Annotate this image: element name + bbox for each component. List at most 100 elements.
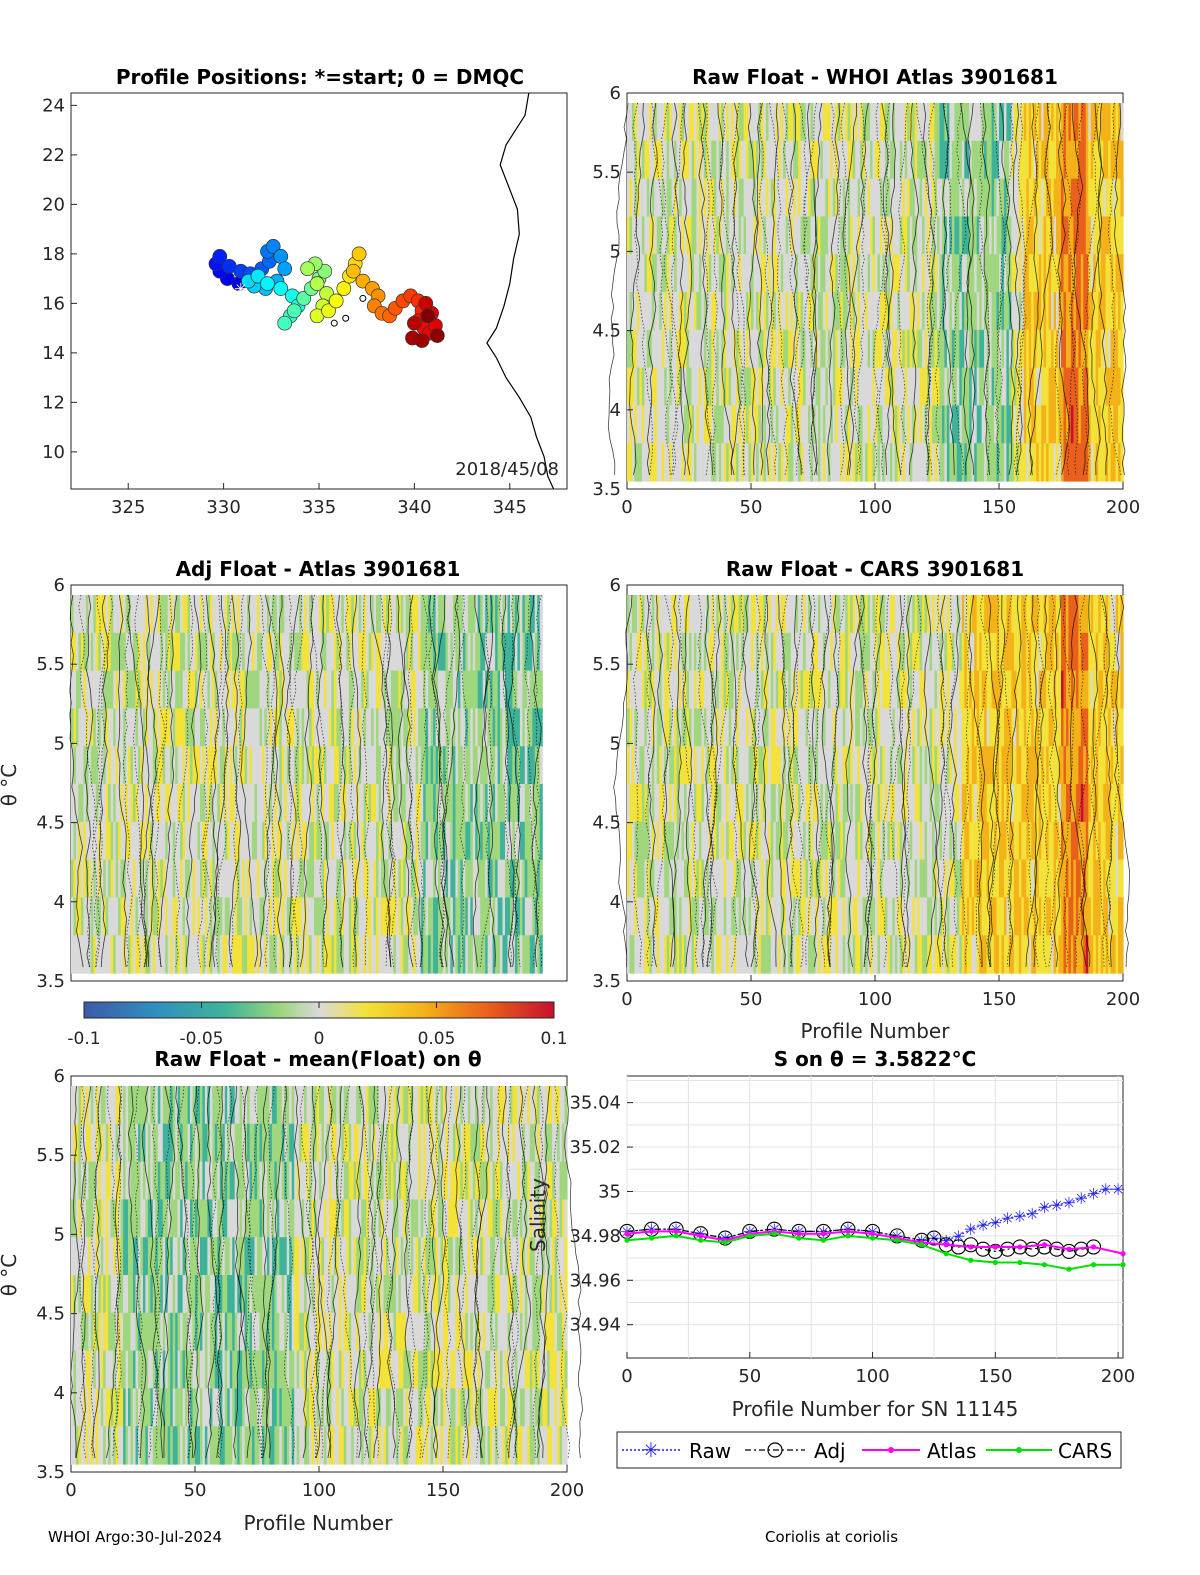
heatmap-cell — [204, 821, 208, 861]
heatmap-cell — [507, 897, 511, 936]
heatmap-cell — [309, 708, 313, 747]
heatmap-cell — [765, 103, 769, 142]
heatmap-cell — [229, 670, 233, 709]
heatmap-cell — [629, 292, 633, 331]
heatmap-cell — [964, 178, 968, 217]
heatmap-cell — [237, 746, 241, 785]
heatmap-cell — [656, 443, 660, 482]
heatmap-cell — [760, 292, 764, 331]
heatmap-cell — [152, 746, 156, 785]
heatmap-cell — [837, 103, 841, 142]
heatmap-cell — [1080, 329, 1084, 369]
heatmap-cell — [445, 821, 449, 861]
heatmap-cell — [257, 746, 261, 785]
heatmap-cell — [830, 216, 834, 255]
heatmap-cell — [115, 784, 119, 823]
heatmap-cell — [343, 821, 347, 861]
heatmap-cell — [341, 935, 345, 974]
heatmap-cell — [654, 329, 658, 369]
heatmap-cell — [232, 935, 236, 974]
heatmap-cell — [989, 254, 993, 293]
heatmap-cell — [820, 443, 824, 482]
heatmap-cell — [694, 329, 698, 369]
heatmap-cell — [304, 708, 308, 747]
heatmap-cell — [475, 935, 479, 974]
heatmap-cell — [877, 405, 881, 444]
heatmap-cell — [711, 367, 715, 406]
heatmap-cell — [324, 859, 328, 898]
heatmap-cell — [904, 254, 908, 293]
heatmap-cell — [882, 178, 886, 217]
xtick-label: 345 — [493, 497, 527, 518]
heatmap-cell — [830, 103, 834, 142]
heatmap-cell — [756, 140, 760, 180]
heatmap-cell — [927, 103, 931, 142]
heatmap-cell — [182, 859, 186, 898]
heatmap-cell — [276, 784, 280, 823]
heatmap-cell — [234, 746, 238, 785]
island — [330, 319, 338, 327]
heatmap-cell — [279, 935, 283, 974]
heatmap-cell — [413, 746, 417, 785]
heatmap-cell — [793, 329, 797, 369]
heatmap-cell — [902, 216, 906, 255]
heatmap-cell — [1115, 254, 1119, 293]
heatmap-cell — [237, 859, 241, 898]
heatmap-cell — [726, 329, 730, 369]
heatmap-cell — [698, 178, 702, 217]
heatmap-cell — [1013, 443, 1017, 482]
heatmap-cell — [78, 859, 82, 898]
heatmap-cell — [118, 670, 122, 709]
heatmap-cell — [395, 595, 399, 634]
heatmap-cell — [1093, 405, 1097, 444]
heatmap-cell — [289, 746, 293, 785]
heatmap-cell — [157, 708, 161, 747]
heatmap-cell — [632, 140, 636, 180]
heatmap-cell — [482, 859, 486, 898]
heatmap-cell — [400, 670, 404, 709]
heatmap-cell — [894, 254, 898, 293]
heatmap-cell — [1098, 140, 1102, 180]
heatmap-cell — [1098, 443, 1102, 482]
heatmap-cell — [326, 859, 330, 898]
heatmap-cell — [698, 329, 702, 369]
heatmap-cell — [1063, 140, 1067, 180]
heatmap-cell — [227, 595, 231, 634]
heatmap-cell — [956, 443, 960, 482]
heatmap-cell — [880, 292, 884, 331]
heatmap-cell — [182, 935, 186, 974]
heatmap-cell — [242, 746, 246, 785]
heatmap-cell — [946, 405, 950, 444]
heatmap-cell — [185, 632, 189, 672]
heatmap-cell — [306, 784, 310, 823]
heatmap-cell — [751, 367, 755, 406]
heatmap-cell — [358, 670, 362, 709]
heatmap-cell — [363, 821, 367, 861]
heatmap-cell — [328, 935, 332, 974]
heatmap-cell — [200, 935, 204, 974]
heatmap-cell — [247, 746, 251, 785]
heatmap-cell — [872, 216, 876, 255]
heatmap-cell — [197, 746, 201, 785]
heatmap-cell — [1115, 329, 1119, 369]
heatmap-cell — [1058, 292, 1062, 331]
heatmap-cell — [363, 632, 367, 672]
heatmap-cell — [435, 859, 439, 898]
heatmap-cell — [351, 784, 355, 823]
heatmap-cell — [711, 292, 715, 331]
heatmap-cell — [331, 784, 335, 823]
heatmap-cell — [1038, 329, 1042, 369]
heatmap-cell — [98, 670, 102, 709]
heatmap-cell — [88, 784, 92, 823]
heatmap-cell — [845, 367, 849, 406]
heatmap-cell — [398, 632, 402, 672]
heatmap-cell — [694, 254, 698, 293]
heatmap-cell — [691, 140, 695, 180]
heatmap-cell — [689, 178, 693, 217]
heatmap-cell — [232, 708, 236, 747]
heatmap-cell — [778, 140, 782, 180]
heatmap-cell — [865, 405, 869, 444]
heatmap-cell — [291, 746, 295, 785]
heatmap-cell — [495, 784, 499, 823]
heatmap-cell — [271, 708, 275, 747]
